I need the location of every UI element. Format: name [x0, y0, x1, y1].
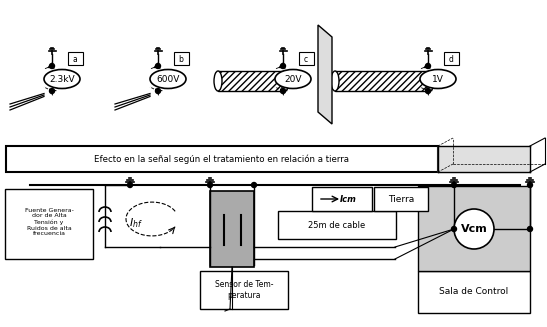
Text: 25m de cable: 25m de cable — [309, 220, 365, 230]
FancyBboxPatch shape — [312, 187, 372, 211]
Text: Tierra: Tierra — [388, 195, 414, 203]
Text: b: b — [178, 55, 183, 63]
Circle shape — [49, 63, 55, 68]
Text: 20V: 20V — [284, 75, 302, 83]
Text: c: c — [304, 55, 308, 63]
Circle shape — [451, 227, 457, 232]
Text: 1V: 1V — [432, 75, 444, 83]
Circle shape — [281, 89, 286, 94]
FancyBboxPatch shape — [174, 52, 189, 65]
FancyBboxPatch shape — [278, 211, 396, 239]
Ellipse shape — [214, 71, 222, 91]
Circle shape — [127, 182, 132, 187]
Text: Efecto en la señal según el tratamiento en relación a tierra: Efecto en la señal según el tratamiento … — [95, 154, 350, 164]
Circle shape — [49, 89, 55, 94]
Text: d: d — [449, 55, 453, 63]
Text: Vcm: Vcm — [461, 224, 487, 234]
Bar — [218, 71, 285, 91]
Text: a: a — [73, 55, 77, 63]
Circle shape — [155, 63, 160, 68]
Ellipse shape — [426, 71, 434, 91]
Text: 600V: 600V — [156, 75, 179, 83]
FancyBboxPatch shape — [444, 52, 459, 65]
FancyBboxPatch shape — [6, 146, 438, 172]
FancyBboxPatch shape — [299, 52, 314, 65]
FancyBboxPatch shape — [418, 186, 530, 271]
Polygon shape — [438, 146, 530, 172]
FancyBboxPatch shape — [68, 52, 83, 65]
Ellipse shape — [44, 70, 80, 89]
Ellipse shape — [275, 70, 311, 89]
Text: $I_{hf}$: $I_{hf}$ — [129, 216, 143, 230]
Ellipse shape — [150, 70, 186, 89]
Text: Sensor de Tem-
peratura: Sensor de Tem- peratura — [215, 280, 274, 300]
Bar — [218, 71, 285, 91]
Text: Sala de Control: Sala de Control — [439, 287, 509, 297]
Ellipse shape — [331, 71, 339, 91]
Text: Icm: Icm — [340, 195, 357, 203]
Circle shape — [426, 89, 430, 94]
Circle shape — [451, 182, 457, 187]
FancyBboxPatch shape — [210, 191, 254, 267]
Circle shape — [454, 209, 494, 249]
Text: 2.3kV: 2.3kV — [49, 75, 75, 83]
Circle shape — [281, 63, 286, 68]
FancyBboxPatch shape — [418, 271, 530, 313]
FancyBboxPatch shape — [374, 187, 428, 211]
Circle shape — [252, 182, 257, 187]
FancyBboxPatch shape — [5, 189, 93, 259]
Bar — [335, 71, 430, 91]
Ellipse shape — [420, 70, 456, 89]
Ellipse shape — [281, 71, 289, 91]
FancyBboxPatch shape — [200, 271, 288, 309]
Circle shape — [426, 63, 430, 68]
Circle shape — [155, 89, 160, 94]
Bar — [335, 71, 430, 91]
Text: Fuente Genera-
dor de Alta
Tensión y
Ruidos de alta
frecuencia: Fuente Genera- dor de Alta Tensión y Rui… — [25, 208, 73, 236]
Circle shape — [207, 182, 212, 187]
Circle shape — [527, 227, 532, 232]
Circle shape — [527, 182, 532, 187]
Polygon shape — [318, 25, 332, 124]
